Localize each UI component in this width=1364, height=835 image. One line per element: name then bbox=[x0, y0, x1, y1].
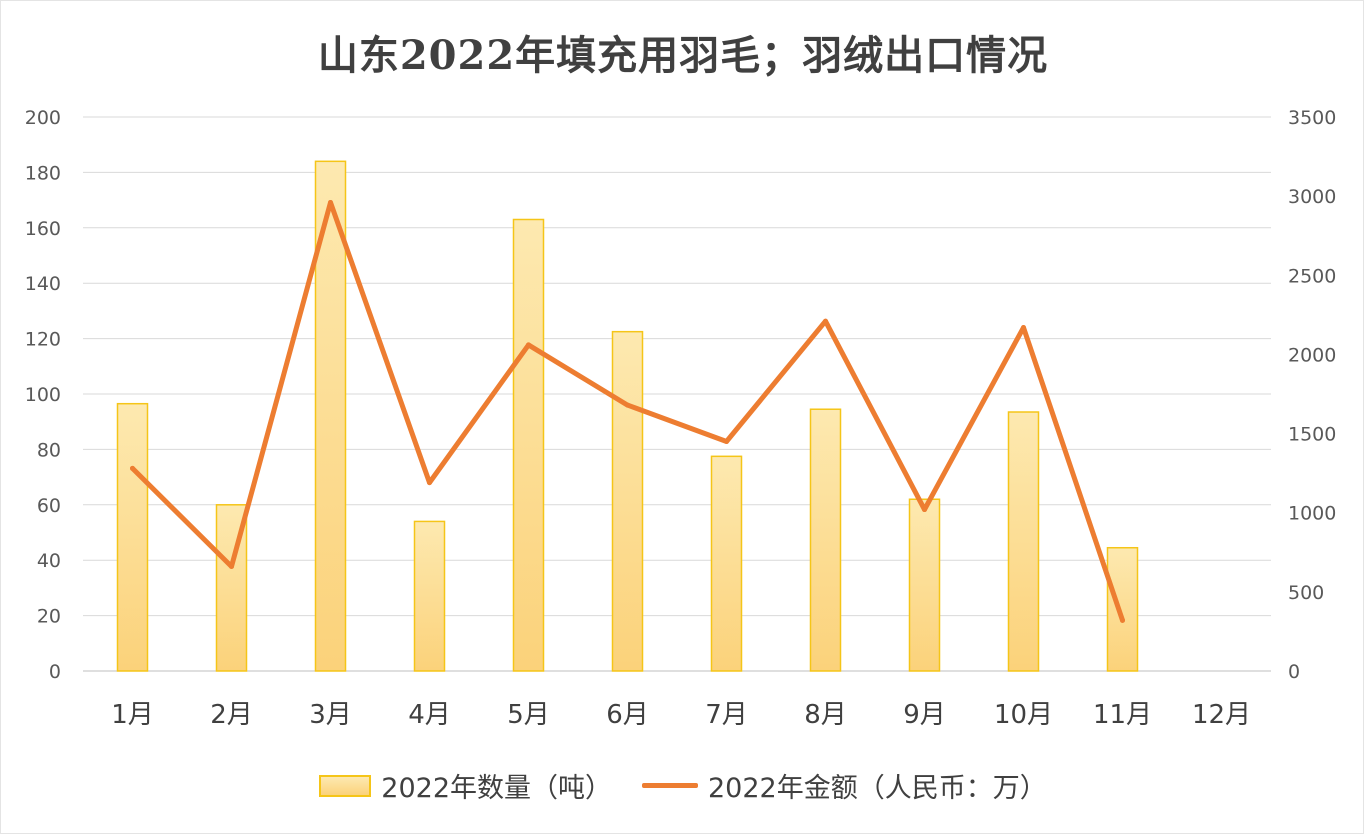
bar-9 bbox=[908, 498, 941, 672]
category-axis: 1月 2月 3月 4月 5月 6月 7月 8月 9月 10月 11月 12月 bbox=[111, 700, 1251, 730]
left-tick-label: 200 bbox=[25, 107, 61, 129]
category-label: 10月 bbox=[994, 700, 1053, 730]
legend-item-amount: 2022年金额（人民币：万） bbox=[642, 766, 1047, 805]
bar-10 bbox=[1007, 411, 1040, 672]
category-label: 3月 bbox=[309, 700, 352, 730]
category-label: 7月 bbox=[705, 700, 748, 730]
left-tick-label: 180 bbox=[25, 162, 61, 184]
chart-title: 山东2022年填充用羽毛；羽绒出口情况 bbox=[317, 32, 1049, 79]
right-tick-label: 500 bbox=[1288, 582, 1324, 604]
bar-7 bbox=[710, 455, 743, 672]
bar-1 bbox=[116, 402, 149, 672]
left-tick-label: 80 bbox=[37, 439, 61, 461]
line-series bbox=[130, 199, 1125, 623]
left-tick-label: 40 bbox=[37, 550, 61, 572]
bar-6 bbox=[611, 330, 644, 672]
amount-point-7 bbox=[724, 438, 729, 444]
right-tick-label: 2000 bbox=[1288, 344, 1336, 366]
category-label: 1月 bbox=[111, 700, 154, 730]
amount-point-2 bbox=[229, 564, 234, 570]
amount-point-9 bbox=[922, 507, 927, 513]
amount-point-5 bbox=[526, 342, 531, 348]
left-tick-label: 100 bbox=[25, 384, 61, 406]
right-tick-label: 1500 bbox=[1288, 424, 1336, 446]
bar-5 bbox=[512, 218, 545, 672]
amount-point-10 bbox=[1021, 325, 1026, 331]
amount-point-6 bbox=[625, 402, 630, 408]
right-tick-label: 1000 bbox=[1288, 503, 1336, 525]
legend-item-quantity: 2022年数量（吨） bbox=[319, 766, 612, 805]
category-label: 2月 bbox=[210, 700, 253, 730]
category-label: 8月 bbox=[804, 700, 847, 730]
legend-label-quantity: 2022年数量（吨） bbox=[381, 773, 612, 804]
legend-swatch-line bbox=[642, 783, 698, 788]
legend: 2022年数量（吨） 2022年金额（人民币：万） bbox=[1, 766, 1364, 805]
bar-8 bbox=[809, 408, 842, 672]
amount-point-4 bbox=[427, 480, 432, 486]
amount-point-11 bbox=[1120, 617, 1125, 623]
category-label: 4月 bbox=[408, 700, 451, 730]
left-tick-label: 20 bbox=[37, 606, 61, 628]
bar-4 bbox=[413, 520, 446, 672]
left-tick-label: 0 bbox=[49, 661, 61, 683]
amount-point-3 bbox=[328, 199, 333, 205]
right-tick-label: 3000 bbox=[1288, 186, 1336, 208]
category-label: 11月 bbox=[1093, 700, 1152, 730]
left-tick-label: 120 bbox=[25, 329, 61, 351]
right-tick-label: 3500 bbox=[1288, 107, 1336, 129]
right-tick-label: 0 bbox=[1288, 661, 1300, 683]
amount-point-8 bbox=[823, 318, 828, 324]
amount-point-1 bbox=[130, 465, 135, 471]
left-tick-label: 60 bbox=[37, 495, 61, 517]
right-axis-ticks: 0 500 1000 1500 2000 2500 3000 3500 bbox=[1288, 107, 1336, 683]
right-tick-label: 2500 bbox=[1288, 265, 1336, 287]
left-axis-ticks: 0 20 40 60 80 100 120 140 160 180 200 bbox=[25, 107, 61, 683]
category-label: 5月 bbox=[507, 700, 550, 730]
left-tick-label: 160 bbox=[25, 218, 61, 240]
legend-label-amount: 2022年金额（人民币：万） bbox=[708, 773, 1047, 804]
left-tick-label: 140 bbox=[25, 273, 61, 295]
category-label: 12月 bbox=[1192, 700, 1251, 730]
legend-swatch-bar bbox=[319, 774, 372, 797]
category-label: 6月 bbox=[606, 700, 649, 730]
gridlines bbox=[83, 116, 1271, 672]
bar-11 bbox=[1106, 546, 1139, 672]
category-label: 9月 bbox=[903, 700, 946, 730]
